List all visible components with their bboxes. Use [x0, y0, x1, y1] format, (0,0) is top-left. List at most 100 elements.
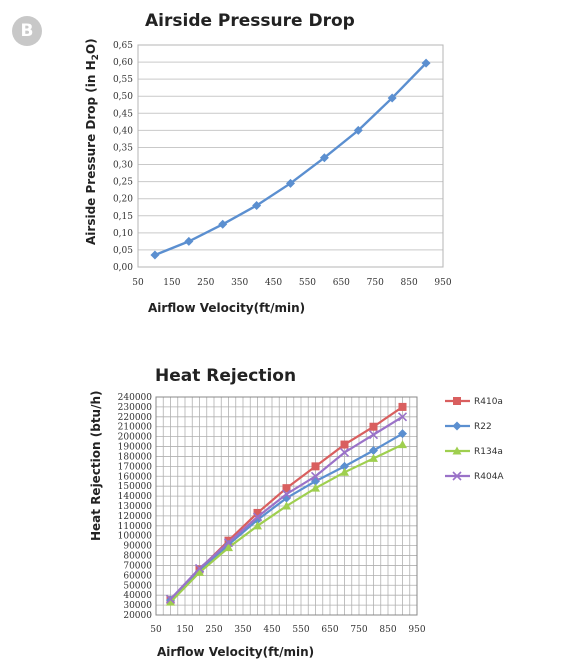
- chart2-data-point-r134a: [311, 483, 320, 492]
- chart2-y-tick-label: 220000: [118, 413, 153, 423]
- chart2-y-tick-label: 240000: [118, 393, 153, 403]
- chart2-data-point-r410a: [253, 508, 262, 517]
- chart1-y-tick-label: 0,55: [113, 75, 133, 85]
- chart1-series: [150, 58, 431, 260]
- chart2-y-tick-label: 160000: [118, 472, 153, 482]
- chart2-y-tick-label: 80000: [123, 552, 152, 562]
- chart2-x-tick-label: 150: [176, 625, 193, 635]
- chart2-data-point-r22: [398, 429, 407, 439]
- pressure-drop-chart: Airside Pressure Drop 0,000,050,100,150,…: [84, 11, 452, 315]
- chart2-y-tick-label: 150000: [118, 482, 153, 492]
- chart1-data-point: [421, 58, 431, 68]
- chart2-y-tick-label: 230000: [118, 403, 153, 413]
- chart2-data-point-r134a: [369, 453, 378, 462]
- chart2-data-point-r404a: [252, 512, 263, 522]
- chart2-y-tick-label: 70000: [123, 561, 152, 571]
- chart1-data-point: [218, 219, 228, 229]
- chart2-y-tick-label: 20000: [123, 611, 152, 621]
- legend-marker-r404a: [452, 471, 462, 481]
- legend-label-r22: R22: [474, 422, 492, 432]
- chart2-y-tick-label: 110000: [118, 522, 153, 532]
- chart2-data-point-r410a: [311, 462, 320, 471]
- chart1-x-tick-label: 450: [265, 278, 282, 288]
- chart2-data-point-r404a: [165, 594, 176, 604]
- chart2-data-point-r134a: [224, 543, 233, 552]
- chart2-gridlines: [155, 396, 418, 616]
- chart2-data-point-r134a: [166, 597, 175, 606]
- chart2-x-tick-label: 750: [350, 625, 367, 635]
- chart1-data-point: [353, 125, 363, 135]
- chart1-x-axis-label: Airflow Velocity(ft/min): [148, 301, 305, 315]
- chart2-y-tick-label: 200000: [118, 433, 153, 443]
- chart2-y-tick-label: 210000: [118, 423, 153, 433]
- chart2-data-point-r134a: [340, 467, 349, 476]
- chart1-gridlines: [137, 44, 444, 268]
- chart2-title: Heat Rejection: [155, 366, 296, 386]
- chart1-y-tick-label: 0,20: [113, 195, 133, 205]
- chart1-y-ticks: 0,00 0,05 0,10 0,15 0,20 0,25 0,30 0,35 0,40 0,45…: [113, 41, 133, 273]
- panel-badge: B: [12, 16, 42, 46]
- legend-marker-r134a: [452, 446, 462, 455]
- chart2-data-point-r404a: [281, 489, 292, 499]
- chart2-x-tick-label: 250: [205, 625, 222, 635]
- chart1-data-point: [150, 250, 160, 260]
- chart1-data-point: [319, 153, 329, 163]
- legend-marker-r22: [452, 421, 462, 431]
- chart2-data-point-r410a: [369, 422, 378, 431]
- chart2-x-tick-label: 350: [234, 625, 251, 635]
- chart1-y-tick-label: 0,40: [113, 126, 133, 136]
- chart1-title: Airside Pressure Drop: [145, 11, 355, 31]
- chart1-data-point: [252, 201, 262, 211]
- chart2-y-tick-label: 120000: [118, 512, 153, 522]
- chart2-series: [165, 402, 408, 606]
- legend-marker-r410a: [453, 397, 461, 405]
- chart1-x-tick-label: 350: [231, 278, 248, 288]
- chart1-x-tick-label: 650: [333, 278, 350, 288]
- chart2-data-point-r410a: [340, 440, 349, 449]
- chart2-data-point-r404a: [223, 538, 234, 548]
- chart2-y-tick-label: 140000: [118, 492, 153, 502]
- chart1-x-ticks: 50 150 250 350 450 550 650 750 850 950: [132, 278, 452, 288]
- chart2-data-point-r404a: [194, 563, 205, 573]
- chart2-data-point-r134a: [282, 501, 291, 510]
- chart1-x-tick-label: 950: [434, 278, 451, 288]
- chart1-data-point: [286, 178, 295, 188]
- chart2-data-point-r22: [369, 446, 378, 456]
- chart1-y-axis-label: Airside Pressure Drop (in H2O): [84, 38, 101, 245]
- chart2-y-tick-label: 180000: [118, 452, 153, 462]
- chart2-y-tick-label: 100000: [118, 532, 153, 542]
- legend-label-r134a: R134a: [474, 447, 503, 457]
- chart2-x-tick-label: 450: [263, 625, 280, 635]
- chart1-x-tick-label: 50: [132, 278, 144, 288]
- chart2-x-tick-label: 550: [292, 625, 309, 635]
- chart2-data-point-r404a: [310, 471, 321, 481]
- chart1-y-tick-label: 0,65: [113, 41, 133, 51]
- chart2-plot-frame: [155, 396, 418, 616]
- chart2-data-point-r404a: [368, 430, 379, 440]
- chart2-data-point-r134a: [398, 440, 407, 449]
- chart2-x-tick-label: 50: [150, 625, 162, 635]
- chart2-data-point-r134a: [253, 521, 262, 530]
- chart1-y-tick-label: 0,45: [113, 109, 133, 119]
- chart2-y-axis-label: Heat Rejection (btu/h): [89, 390, 103, 541]
- chart1-data-point: [184, 236, 194, 246]
- chart2-data-point-r410a: [398, 402, 407, 411]
- chart2-x-tick-label: 850: [379, 625, 396, 635]
- chart2-y-ticks: 2000030000400005000060000700008000090000…: [118, 393, 153, 621]
- chart2-data-point-r410a: [282, 484, 291, 493]
- chart1-x-tick-label: 250: [197, 278, 214, 288]
- chart1-plot-frame: [137, 44, 444, 268]
- chart1-data-point: [387, 93, 397, 103]
- chart1-y-tick-label: 0,25: [113, 178, 133, 188]
- legend-label-r404a: R404A: [474, 472, 504, 482]
- chart2-x-tick-label: 650: [321, 625, 338, 635]
- chart2-x-axis-label: Airflow Velocity(ft/min): [157, 645, 314, 659]
- chart2-y-tick-label: 170000: [118, 462, 153, 472]
- chart2-data-point-r134a: [195, 567, 204, 576]
- chart1-y-tick-label: 0,05: [113, 246, 133, 256]
- chart2-y-tick-label: 40000: [123, 591, 152, 601]
- chart1-x-tick-label: 850: [401, 278, 418, 288]
- chart2-data-point-r404a: [397, 412, 408, 422]
- chart1-x-tick-label: 150: [163, 278, 180, 288]
